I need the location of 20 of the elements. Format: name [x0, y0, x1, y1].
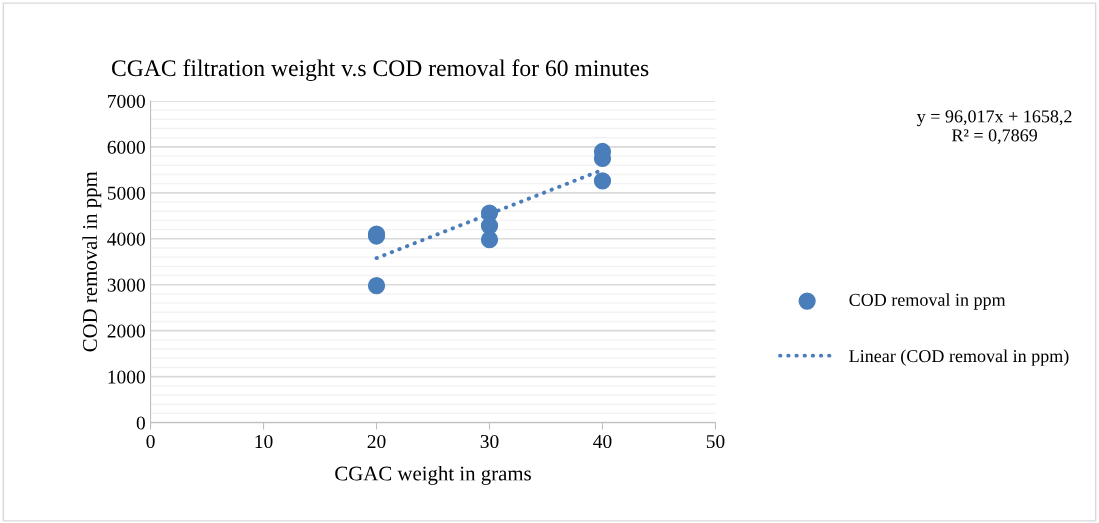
y-tick-label: 6000 — [107, 140, 145, 154]
x-tick-label: 10 — [255, 434, 273, 449]
text: y = 96,017x + 1658,2 R² = 0,7869 — [916, 110, 1072, 145]
y-tick-label: 1000 — [108, 370, 145, 384]
legend-label: COD removal in ppm — [849, 293, 1006, 310]
x-tick-label: 20 — [367, 434, 386, 449]
legend-label: Linear (COD removal in ppm) — [849, 349, 1069, 366]
y-axis-title: COD removal in ppm — [82, 171, 102, 352]
y-tick-label: 4000 — [107, 232, 145, 246]
y-tick-label: 3000 — [107, 278, 145, 292]
chart-title: CGAC filtration weight v.s COD removal for 60 minutes — [111, 59, 649, 82]
x-tick-label: 0 — [146, 434, 155, 449]
x-axis-title: CGAC weight in grams — [335, 465, 531, 485]
y-tick-label: 2000 — [107, 324, 145, 338]
x-tick-label: 30 — [480, 434, 499, 449]
x-tick-label: 50 — [706, 434, 725, 449]
y-tick-label: 0 — [136, 416, 145, 430]
y-tick-label: 7000 — [108, 94, 145, 108]
y-tick-label: 5000 — [107, 186, 145, 200]
x-tick-label: 40 — [593, 434, 612, 449]
